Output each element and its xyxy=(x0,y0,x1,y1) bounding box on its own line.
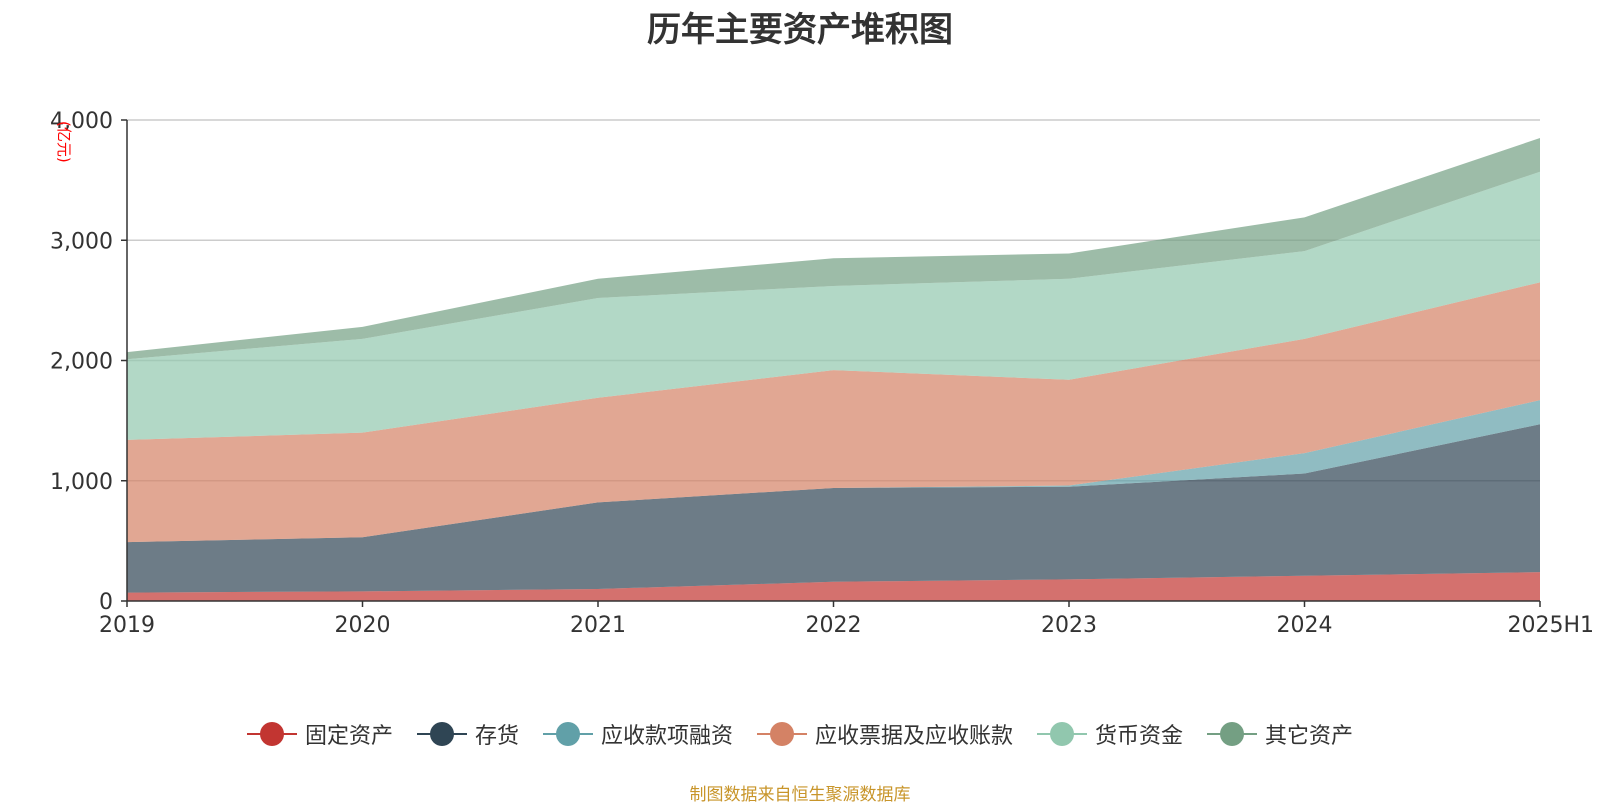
y-tick-label-3: 3,000 xyxy=(50,229,113,254)
legend-marker-icon xyxy=(246,722,297,746)
area-series-3 xyxy=(127,282,1540,543)
y-tick-label-1: 1,000 xyxy=(50,470,113,495)
chart-title: 历年主要资产堆积图 xyxy=(647,10,953,50)
legend-label: 存货 xyxy=(474,724,519,749)
legend-marker-icon xyxy=(757,722,807,746)
legend-label: 其它资产 xyxy=(1265,724,1354,749)
axes: 0 1,000 2,000 3,000 4,000 2019 2020 2021 2022 202… xyxy=(50,109,1594,638)
area-series-5 xyxy=(127,138,1540,360)
y-tick-label-4: 4,000 xyxy=(50,109,113,134)
area-series-0 xyxy=(127,572,1540,601)
x-tick-label-1: 2020 xyxy=(335,613,391,638)
legend-item-3[interactable]: 应收票据及应收账款 xyxy=(757,718,1013,750)
legend-item-1[interactable]: 存货 xyxy=(416,718,519,750)
legend-label: 应收款项融资 xyxy=(600,724,733,749)
legend-marker-icon xyxy=(1207,722,1258,746)
legend-marker-icon xyxy=(1037,722,1088,746)
x-tick-label-3: 2022 xyxy=(806,613,862,638)
y-tick-label-0: 0 xyxy=(99,590,113,615)
legend-label: 货币资金 xyxy=(1095,724,1184,749)
area-series-2 xyxy=(127,400,1540,543)
area-layer xyxy=(127,138,1540,601)
source-note: 制图数据来自恒生聚源数据库 xyxy=(689,785,911,805)
legend: 固定资产 存货 应收款项融资 应收票据及应收账款 货币资金 其它资产 xyxy=(0,718,1600,750)
legend-marker-icon xyxy=(542,722,593,746)
x-tick-label-5: 2024 xyxy=(1277,613,1333,638)
x-tick-label-6: 2025H1 xyxy=(1507,613,1594,638)
area-series-1 xyxy=(127,424,1540,593)
y-axis-unit-label: (亿元) xyxy=(55,121,73,163)
stacked-area-chart: 0 1,000 2,000 3,000 4,000 2019 2020 2021 2022 202… xyxy=(50,109,1594,638)
legend-marker-icon xyxy=(416,722,467,746)
legend-label: 应收票据及应收账款 xyxy=(815,724,1014,749)
legend-label: 固定资产 xyxy=(304,724,393,749)
x-tick-label-2: 2021 xyxy=(570,613,626,638)
y-tick-label-2: 2,000 xyxy=(50,350,113,375)
legend-item-5[interactable]: 其它资产 xyxy=(1207,718,1353,750)
x-tick-label-0: 2019 xyxy=(99,613,155,638)
legend-item-2[interactable]: 应收款项融资 xyxy=(542,718,733,750)
legend-item-0[interactable]: 固定资产 xyxy=(246,718,393,750)
area-series-4 xyxy=(127,171,1540,440)
legend-item-4[interactable]: 货币资金 xyxy=(1037,718,1183,750)
x-tick-label-4: 2023 xyxy=(1041,613,1097,638)
